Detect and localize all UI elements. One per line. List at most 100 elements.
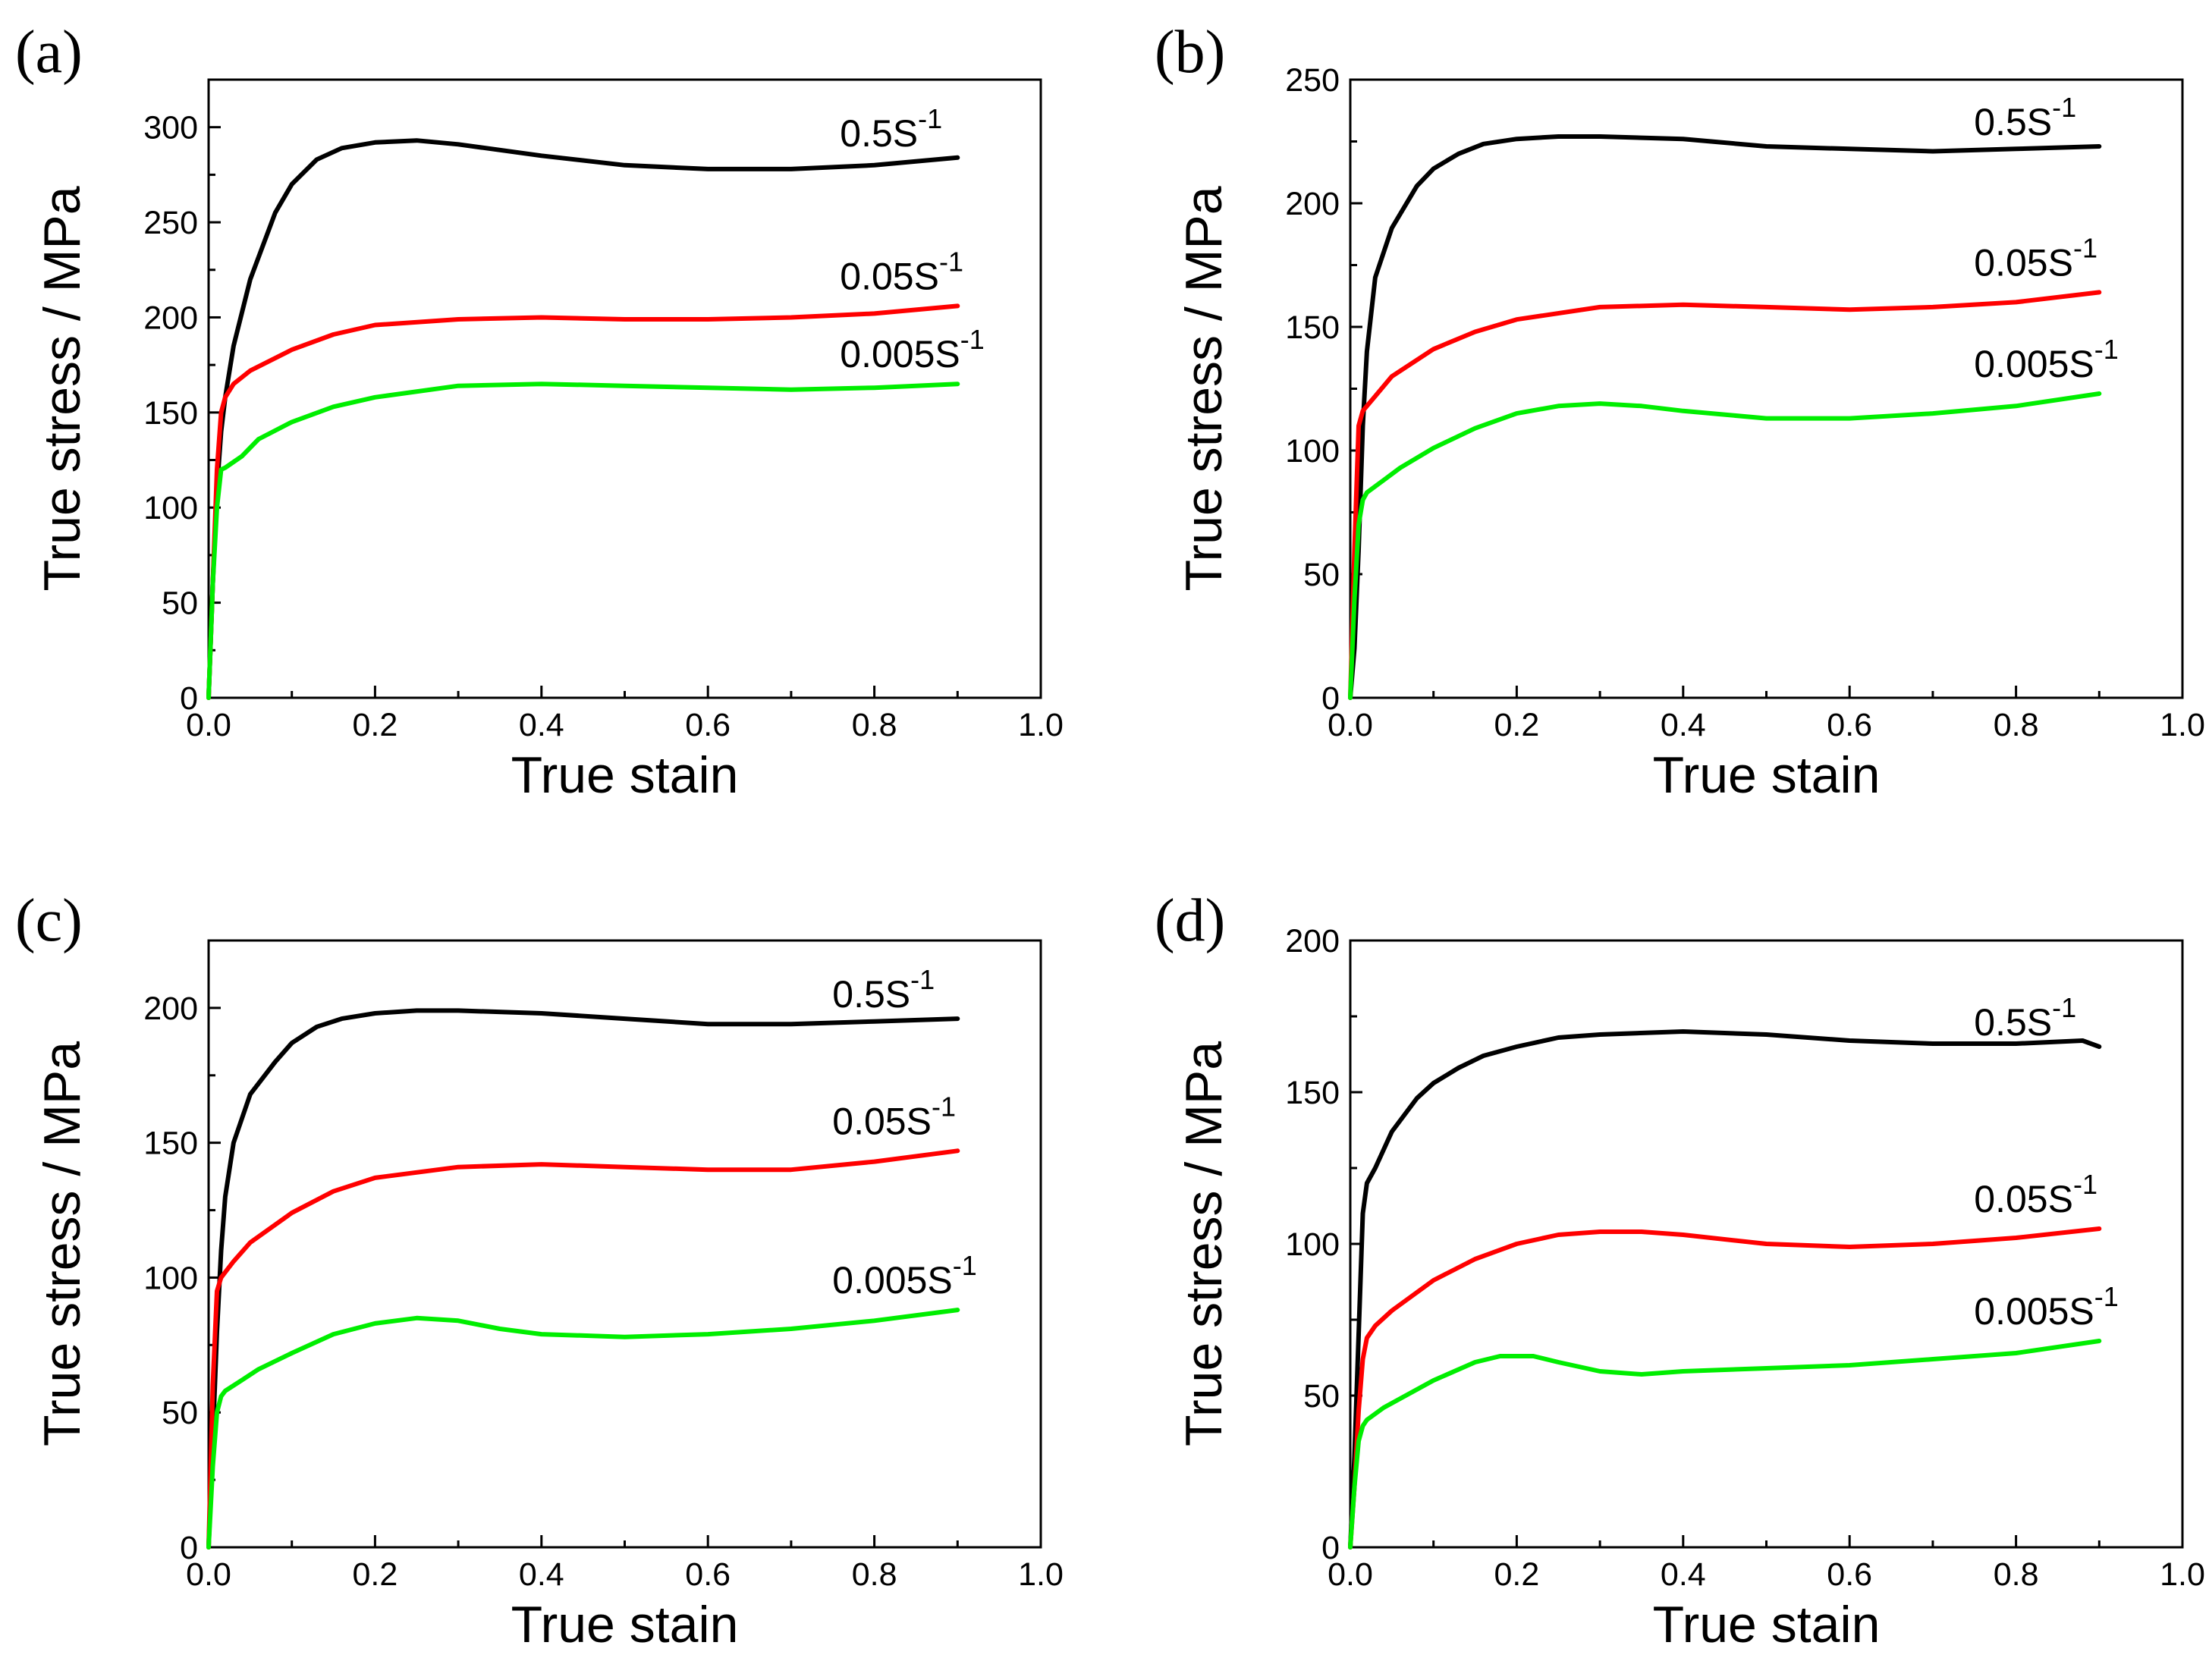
series-label-base: 0.005S [1974, 1290, 2094, 1333]
series-label: 0.05S-1 [840, 246, 963, 297]
series-line-2 [206, 303, 960, 700]
series-label: 0.05S-1 [832, 1091, 956, 1142]
x-tick-label: 0.6 [1827, 1556, 1872, 1593]
series-label-exponent: -1 [2052, 92, 2076, 123]
series-label-base: 0.05S [832, 1100, 932, 1142]
plot-frame [207, 939, 1042, 1549]
series-line-1 [206, 138, 960, 700]
x-axis-title: True stain [1653, 746, 1881, 804]
chart-panel-d: (d) 0.0 0.2 0.4 0.6 0.8 1.0 0 50 100 150 200 True st… [1155, 887, 2205, 1653]
series-label: 0.005S-1 [840, 324, 985, 375]
series-label-base: 0.5S [840, 112, 918, 155]
y-axis-title: True stress / MPa [33, 186, 91, 591]
series-line-1 [1348, 134, 2102, 700]
x-tick-label: 0.2 [1494, 1556, 1540, 1593]
series-line-2 [1348, 1226, 2102, 1550]
x-tick-label: 0.6 [685, 707, 731, 743]
y-tick-label: 200 [143, 991, 198, 1027]
series-label-exponent: -1 [2052, 992, 2076, 1023]
x-tick-label: 0.2 [353, 1556, 398, 1593]
y-tick-label: 100 [1285, 1226, 1340, 1263]
x-tick-label: 0.6 [1827, 707, 1872, 743]
x-tick-label: 0.2 [1494, 707, 1540, 743]
series-line-3 [206, 1308, 960, 1550]
y-tick-label: 0 [180, 680, 198, 717]
series-label-exponent: -1 [953, 1250, 977, 1281]
x-tick-label: 1.0 [2160, 707, 2205, 743]
plot-frame [207, 78, 1042, 699]
y-tick-label: 0 [1321, 1530, 1340, 1566]
x-tick-label: 0.4 [519, 1556, 564, 1593]
series-line-2 [1348, 290, 2102, 700]
series-label: 0.05S-1 [1974, 1169, 2097, 1220]
series-label-base: 0.005S [832, 1259, 952, 1302]
x-tick-label: 1.0 [1018, 1556, 1064, 1593]
plot-frame [1349, 78, 2184, 699]
series-line-3 [1348, 1339, 2102, 1550]
y-tick-label: 200 [1285, 923, 1340, 959]
series-label-exponent: -1 [939, 246, 963, 277]
x-tick-label: 0.8 [1994, 707, 2039, 743]
y-axis-title: True stress / MPa [33, 1041, 91, 1446]
series-label-exponent: -1 [2094, 1281, 2119, 1312]
series-label: 0.5S-1 [1974, 92, 2076, 143]
y-tick-label: 300 [143, 110, 198, 146]
x-axis-title: True stain [1653, 1596, 1881, 1653]
series-label-exponent: -1 [932, 1091, 956, 1122]
series-label-base: 0.05S [1974, 241, 2073, 284]
y-tick-label: 50 [162, 1395, 198, 1431]
chart-panel-a: (a) 0.0 0.2 0.4 0.6 0.8 1.0 0 50 100 150 200 250 300 T… [15, 19, 1064, 804]
y-tick-label: 150 [1285, 309, 1340, 346]
y-tick-label: 200 [143, 300, 198, 336]
y-tick-label: 200 [1285, 186, 1340, 222]
x-tick-label: 0.4 [1661, 1556, 1706, 1593]
x-tick-label: 0.0 [1328, 707, 1373, 743]
y-tick-label: 150 [143, 1126, 198, 1162]
y-tick-label: 250 [1285, 62, 1340, 99]
x-tick-label: 0.8 [1994, 1556, 2039, 1593]
y-axis-title: True stress / MPa [1175, 1041, 1233, 1446]
series-label-base: 0.05S [840, 255, 939, 297]
y-tick-label: 50 [162, 586, 198, 622]
y-axis-title: True stress / MPa [1175, 186, 1233, 591]
series-label-base: 0.5S [1974, 1001, 2052, 1044]
x-tick-label: 0.0 [1328, 1556, 1373, 1593]
y-tick-label: 100 [1285, 433, 1340, 469]
series-label-exponent: -1 [2073, 232, 2097, 263]
series-line-3 [1348, 391, 2102, 700]
series-line-2 [206, 1148, 960, 1550]
series-label: 0.5S-1 [1974, 992, 2076, 1044]
y-tick-label: 150 [143, 395, 198, 432]
series-label-base: 0.005S [1974, 343, 2094, 385]
x-tick-label: 0.0 [186, 707, 231, 743]
series-label-base: 0.05S [1974, 1178, 2073, 1220]
x-tick-label: 0.8 [852, 707, 897, 743]
panel-label: (a) [15, 19, 83, 86]
y-tick-label: 250 [143, 205, 198, 241]
x-axis-title: True stain [511, 746, 739, 804]
series-line-1 [1348, 1029, 2102, 1550]
y-tick-label: 100 [143, 1260, 198, 1296]
x-axis-title: True stain [511, 1596, 739, 1653]
y-tick-label: 0 [1321, 680, 1340, 717]
x-tick-label: 1.0 [1018, 707, 1064, 743]
x-tick-label: 0.4 [1661, 707, 1706, 743]
series-line-1 [206, 1008, 960, 1550]
series-label-base: 0.5S [832, 973, 910, 1016]
series-label-exponent: -1 [2073, 1169, 2097, 1200]
chart-panel-c: (c) 0.0 0.2 0.4 0.6 0.8 1.0 0 50 100 150 200 True st… [15, 887, 1064, 1653]
y-tick-label: 50 [1303, 1378, 1340, 1415]
series-label-exponent: -1 [910, 964, 935, 995]
panel-label: (c) [15, 887, 83, 954]
panel-label: (d) [1155, 887, 1225, 954]
series-label-base: 0.5S [1974, 101, 2052, 143]
y-tick-label: 100 [143, 490, 198, 526]
y-tick-label: 50 [1303, 557, 1340, 593]
series-label-exponent: -1 [2094, 334, 2119, 365]
series-label: 0.5S-1 [832, 964, 935, 1016]
x-tick-label: 0.4 [519, 707, 564, 743]
series-label: 0.5S-1 [840, 103, 942, 155]
series-label: 0.005S-1 [1974, 1281, 2119, 1333]
x-tick-label: 1.0 [2160, 1556, 2205, 1593]
